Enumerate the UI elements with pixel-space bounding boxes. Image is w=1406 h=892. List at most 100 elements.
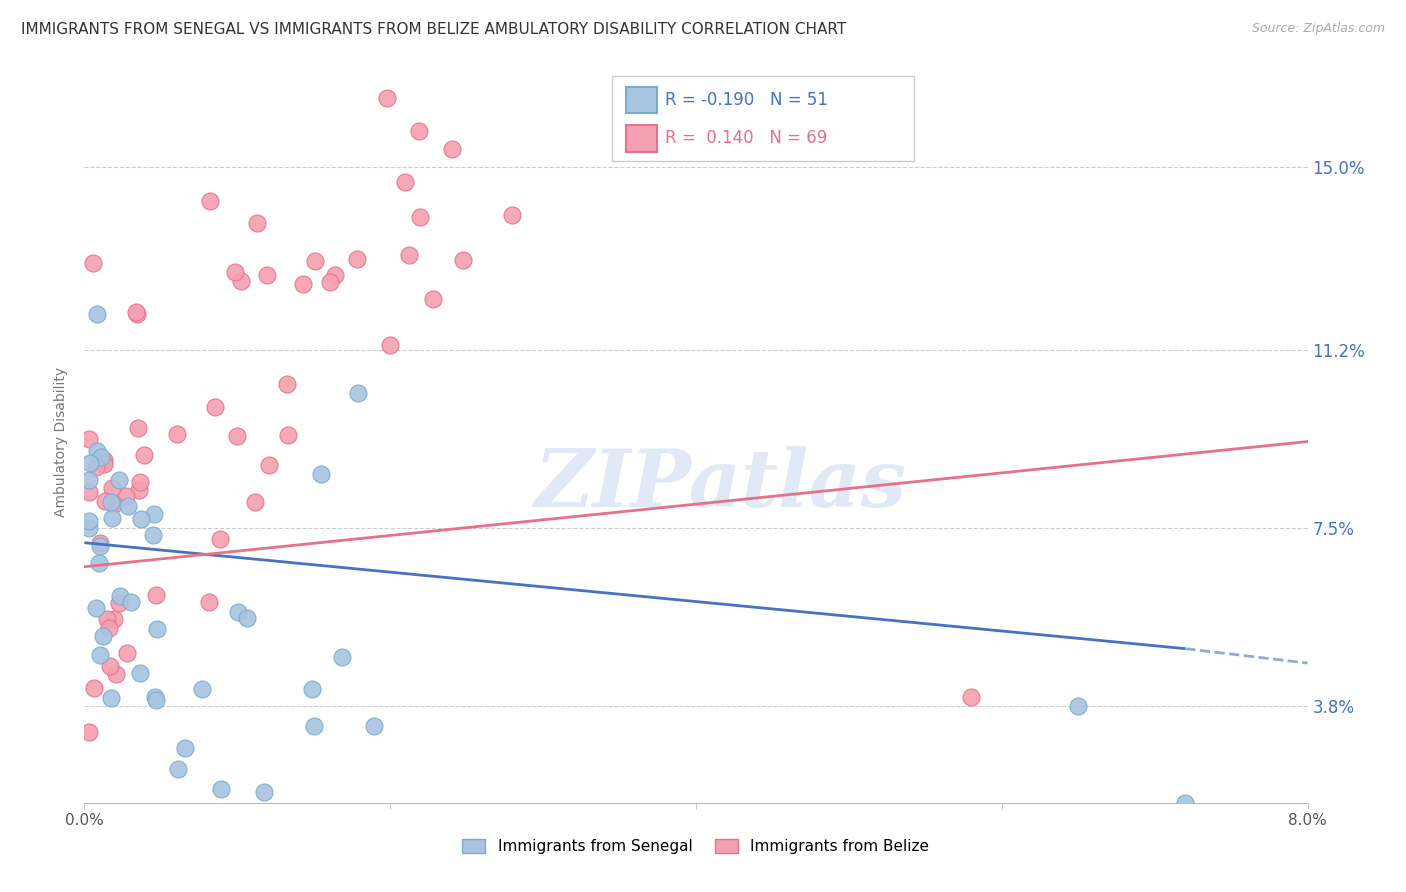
Point [209,781,232,796]
Point [145,588,167,602]
Point [86,444,108,458]
Point [191,682,214,697]
Point [440,142,463,156]
Point [276,376,298,391]
Point [128,665,150,680]
Point [128,483,150,498]
Point [114,489,136,503]
Point [375,91,398,105]
Point [319,275,342,289]
Point [292,277,315,291]
Point [226,429,249,443]
Point [243,495,266,509]
Point [253,785,276,799]
Point [224,264,246,278]
Point [408,124,430,138]
Point [398,248,420,262]
Point [96,612,118,626]
Text: Source: ZipAtlas.com: Source: ZipAtlas.com [1251,22,1385,36]
Point [204,401,226,415]
Text: IMMIGRANTS FROM SENEGAL VS IMMIGRANTS FROM BELIZE AMBULATORY DISABILITY CORRELAT: IMMIGRANTS FROM SENEGAL VS IMMIGRANTS FR… [21,22,846,37]
Point [91,629,114,643]
Point [167,762,190,776]
Point [77,485,100,500]
Point [120,595,142,609]
Point [145,622,167,636]
Text: R = -0.190   N = 51: R = -0.190 N = 51 [665,91,828,109]
Point [409,210,432,224]
Point [84,600,107,615]
Point [143,507,166,521]
Point [86,307,108,321]
Point [94,494,117,508]
Point [960,690,983,704]
Point [87,556,110,570]
Point [235,611,257,625]
Point [246,216,269,230]
Point [256,268,278,282]
Point [277,427,299,442]
Point [129,512,152,526]
Point [100,691,122,706]
Point [347,386,370,401]
Point [422,292,444,306]
Point [115,646,138,660]
Point [98,659,121,673]
Point [103,612,125,626]
Point [89,539,111,553]
Point [200,194,222,208]
Point [449,861,471,875]
Point [125,305,148,319]
Point [142,528,165,542]
Point [101,511,124,525]
Point [209,532,232,546]
Point [108,596,131,610]
Point [609,27,631,41]
Point [174,740,197,755]
Point [108,473,131,487]
Point [502,208,524,222]
Point [451,252,474,267]
Point [145,693,167,707]
Point [304,254,326,268]
Point [301,681,323,696]
Legend: Immigrants from Senegal, Immigrants from Belize: Immigrants from Senegal, Immigrants from… [457,833,935,860]
Point [226,605,249,619]
Point [304,719,326,733]
Point [93,453,115,467]
Point [100,481,122,495]
Point [231,274,253,288]
Point [1174,796,1197,810]
Point [83,681,105,695]
Point [100,495,122,509]
Point [117,499,139,513]
Point [89,648,111,663]
Point [77,432,100,446]
Point [166,426,188,441]
Point [89,536,111,550]
Point [342,835,364,849]
Point [394,175,416,189]
Point [346,252,368,266]
Point [77,521,100,535]
Point [380,338,402,352]
Point [79,456,101,470]
Point [198,595,221,609]
Point [104,667,127,681]
Point [110,590,132,604]
Y-axis label: Ambulatory Disability: Ambulatory Disability [55,367,69,516]
Point [132,448,155,462]
Point [309,467,332,481]
Point [259,458,281,473]
Text: ZIPatlas: ZIPatlas [534,446,907,524]
Point [86,460,108,475]
Point [77,473,100,487]
Text: R =  0.140   N = 69: R = 0.140 N = 69 [665,129,827,147]
Point [77,725,100,739]
Point [93,457,115,471]
Point [330,649,353,664]
Point [103,497,125,511]
Point [125,307,148,321]
Point [98,621,121,635]
Point [82,256,104,270]
